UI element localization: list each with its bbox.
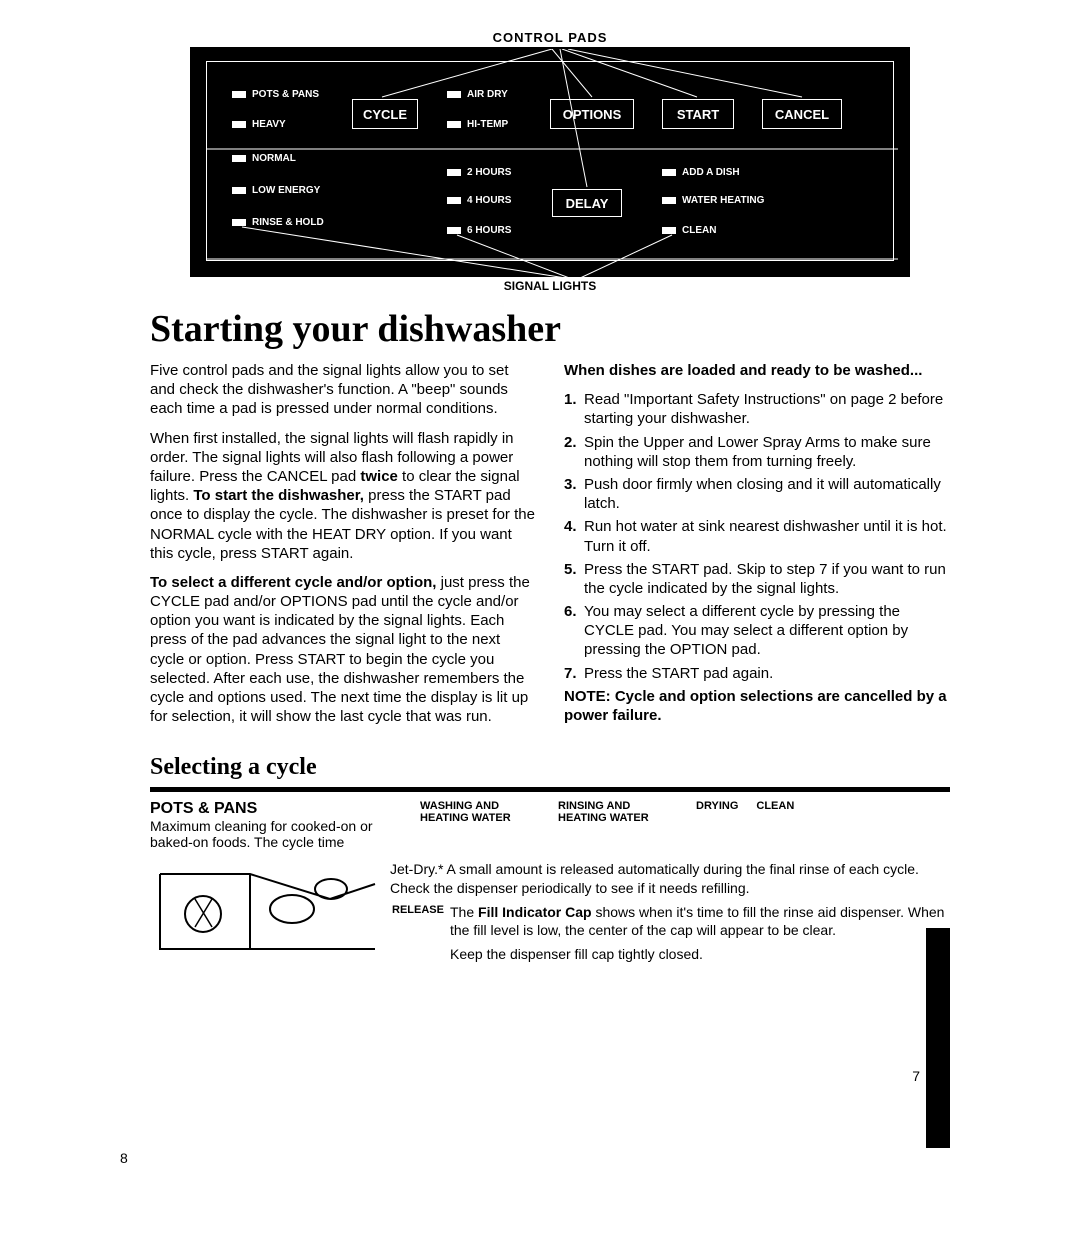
step-6: You may select a different cycle by pres… <box>564 602 950 660</box>
step-2: Spin the Upper and Lower Spray Arms to m… <box>564 433 950 471</box>
step-1: Read "Important Safety Instructions" on … <box>564 390 950 428</box>
left-p3: To select a different cycle and/or optio… <box>150 573 536 727</box>
options-button[interactable]: OPTIONS <box>550 99 634 129</box>
signal-lights-label: SIGNAL LIGHTS <box>190 279 910 293</box>
jetdry-p: Jet-Dry.* A small amount is released aut… <box>390 860 950 896</box>
step-7: Press the START pad again. <box>564 664 950 683</box>
steps-list: Read "Important Safety Instructions" on … <box>564 390 950 683</box>
start-button[interactable]: START <box>662 99 734 129</box>
pots-pans-row: POTS & PANS Maximum cleaning for cooked-… <box>150 800 950 850</box>
page-title: Starting your dishwasher <box>150 307 950 351</box>
label-washing: WASHING AND HEATING WATER <box>420 800 540 824</box>
left-p2: When first installed, the signal lights … <box>150 429 536 563</box>
label-clean: CLEAN <box>756 800 794 824</box>
step-5: Press the START pad. Skip to step 7 if y… <box>564 560 950 598</box>
delay-button[interactable]: DELAY <box>552 189 622 217</box>
right-column: When dishes are loaded and ready to be w… <box>564 361 950 736</box>
pots-right: WASHING AND HEATING WATER RINSING AND HE… <box>420 800 950 824</box>
indicator-6-hours: 6 HOURS <box>447 225 511 236</box>
indicator-add-dish: ADD A DISH <box>662 167 740 178</box>
pots-desc: Maximum cleaning for cooked-on or baked-… <box>150 818 400 850</box>
control-panel: CYCLE OPTIONS DELAY START CANCEL POTS & … <box>190 47 910 277</box>
cancel-button[interactable]: CANCEL <box>762 99 842 129</box>
edge-strip <box>926 928 950 1148</box>
step-3: Push door firmly when closing and it wil… <box>564 475 950 513</box>
indicator-air-dry: AIR DRY <box>447 89 508 100</box>
left-column: Five control pads and the signal lights … <box>150 361 536 736</box>
release-label: RELEASE <box>390 903 450 970</box>
lower-text: Jet-Dry.* A small amount is released aut… <box>390 860 950 969</box>
keep-closed-p: Keep the dispenser fill cap tightly clos… <box>450 945 950 963</box>
dispenser-illustration <box>150 854 380 964</box>
indicator-clean: CLEAN <box>662 225 716 236</box>
left-p1: Five control pads and the signal lights … <box>150 361 536 419</box>
indicator-low-energy: LOW ENERGY <box>232 185 320 196</box>
indicator-rinse-hold: RINSE & HOLD <box>232 217 324 228</box>
step-4: Run hot water at sink nearest dishwasher… <box>564 517 950 555</box>
right-intro: When dishes are loaded and ready to be w… <box>564 361 950 380</box>
page-number-left: 8 <box>120 1150 128 1166</box>
indicator-heavy: HEAVY <box>232 119 286 130</box>
page-number-right: 7 <box>912 1068 920 1084</box>
indicator-pots-pans: POTS & PANS <box>232 89 319 100</box>
indicator-2-hours: 2 HOURS <box>447 167 511 178</box>
control-panel-diagram: CYCLE OPTIONS DELAY START CANCEL POTS & … <box>190 47 910 293</box>
note: NOTE: Cycle and option selections are ca… <box>564 687 950 725</box>
lower-block: Jet-Dry.* A small amount is released aut… <box>150 854 950 969</box>
rule <box>150 787 950 792</box>
label-rinsing: RINSING AND HEATING WATER <box>558 800 678 824</box>
fill-indicator-p: The Fill Indicator Cap shows when it's t… <box>450 903 950 939</box>
cycle-chart-labels: WASHING AND HEATING WATER RINSING AND HE… <box>420 800 950 824</box>
indicator-hi-temp: HI-TEMP <box>447 119 508 130</box>
body-columns: Five control pads and the signal lights … <box>150 361 950 736</box>
pots-heading: POTS & PANS <box>150 800 400 818</box>
control-pads-label: CONTROL PADS <box>150 30 950 45</box>
pots-left: POTS & PANS Maximum cleaning for cooked-… <box>150 800 400 850</box>
cycle-button[interactable]: CYCLE <box>352 99 418 129</box>
label-drying: DRYING <box>696 800 738 824</box>
indicator-normal: NORMAL <box>232 153 296 164</box>
indicator-4-hours: 4 HOURS <box>447 195 511 206</box>
selecting-cycle-heading: Selecting a cycle <box>150 754 950 781</box>
indicator-water-heating: WATER HEATING <box>662 195 764 206</box>
